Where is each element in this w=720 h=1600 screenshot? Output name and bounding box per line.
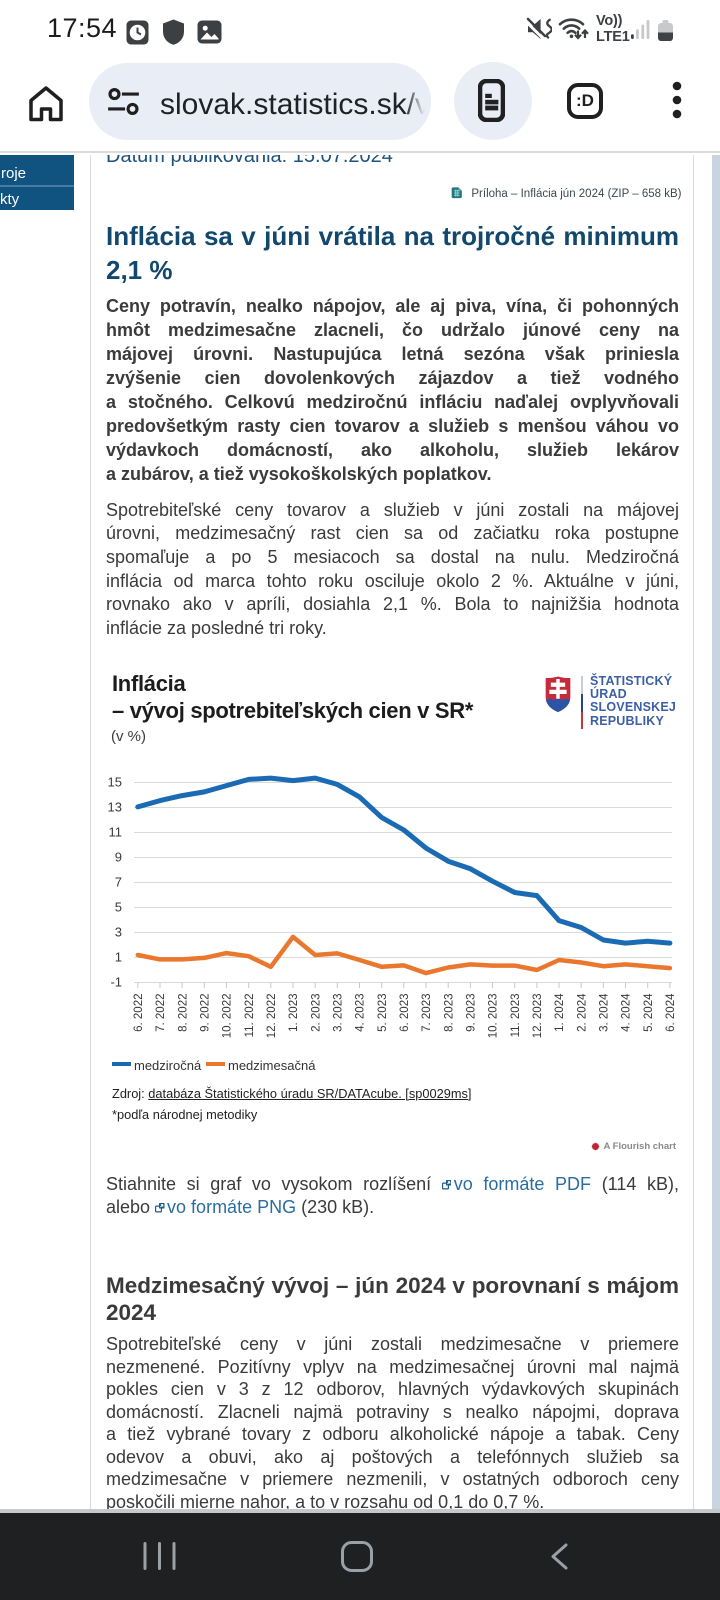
- svg-text:9. 2022: 9. 2022: [200, 994, 212, 1032]
- svg-text:6. 2023: 6. 2023: [399, 994, 411, 1032]
- svg-text:4. 2024: 4. 2024: [621, 993, 633, 1032]
- svg-text:8. 2022: 8. 2022: [177, 994, 189, 1032]
- svg-text:11. 2022: 11. 2022: [244, 994, 256, 1038]
- svg-text:12. 2022: 12. 2022: [266, 994, 278, 1039]
- svg-text:3. 2024: 3. 2024: [599, 993, 611, 1032]
- svg-text:1: 1: [115, 950, 122, 965]
- svg-text:2. 2023: 2. 2023: [310, 994, 322, 1032]
- svg-text:7: 7: [115, 875, 122, 890]
- svg-text:9. 2023: 9. 2023: [466, 994, 478, 1032]
- svg-text:3. 2023: 3. 2023: [333, 994, 345, 1032]
- svg-text:7. 2022: 7. 2022: [155, 994, 167, 1032]
- svg-text:7. 2023: 7. 2023: [421, 994, 433, 1032]
- svg-text:6. 2022: 6. 2022: [133, 994, 145, 1032]
- svg-text:2. 2024: 2. 2024: [576, 993, 588, 1032]
- svg-text:5. 2024: 5. 2024: [643, 993, 655, 1032]
- svg-text:1. 2023: 1. 2023: [288, 994, 300, 1032]
- svg-text:5. 2023: 5. 2023: [377, 994, 389, 1032]
- svg-text:4. 2023: 4. 2023: [355, 994, 367, 1032]
- svg-text:12. 2023: 12. 2023: [532, 994, 544, 1039]
- svg-text:5: 5: [115, 900, 122, 915]
- svg-text:10. 2022: 10. 2022: [222, 994, 234, 1039]
- svg-text:11: 11: [109, 825, 123, 840]
- svg-text:-1: -1: [110, 975, 122, 990]
- svg-text:10. 2023: 10. 2023: [488, 994, 500, 1039]
- svg-text:3: 3: [115, 925, 122, 940]
- svg-text:1. 2024: 1. 2024: [554, 993, 566, 1032]
- svg-text:8. 2023: 8. 2023: [443, 994, 455, 1032]
- svg-text:9: 9: [115, 850, 122, 865]
- svg-text:15: 15: [108, 775, 122, 790]
- svg-text:13: 13: [108, 800, 122, 815]
- svg-text:6. 2024: 6. 2024: [665, 993, 677, 1032]
- svg-text:11. 2023: 11. 2023: [510, 994, 522, 1038]
